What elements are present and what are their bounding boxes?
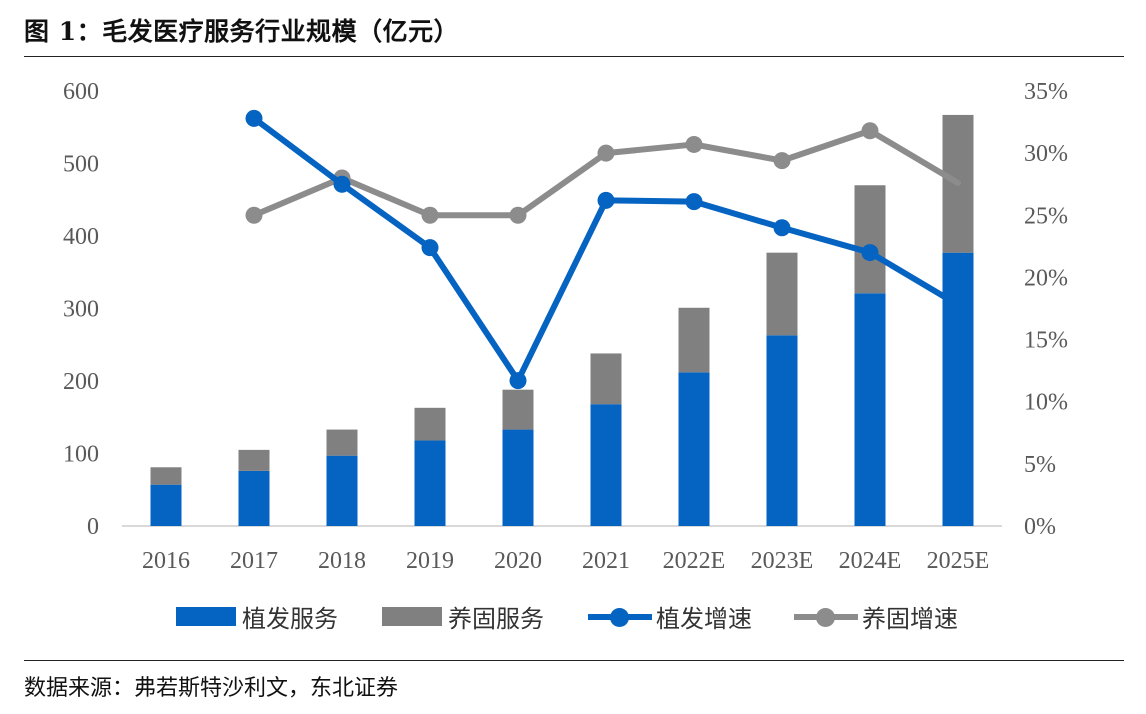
bar-implant-service (150, 484, 182, 526)
legend-swatch-implant-service (176, 606, 236, 626)
x-tick-label: 2016 (142, 548, 190, 574)
y-left-tick-label: 300 (63, 297, 99, 323)
care-growth-point (597, 144, 615, 162)
legend-swatch-implant-growth (588, 607, 652, 627)
y-left-tick-label: 100 (63, 442, 99, 468)
x-tick-label: 2022E (663, 548, 726, 574)
x-tick-label: 2025E (927, 548, 990, 574)
figure-title: 图 1：毛发医疗服务行业规模（亿元） (24, 17, 460, 46)
bar-care-service (326, 429, 358, 456)
implant-growth-point (685, 193, 703, 211)
bar-implant-service (942, 252, 974, 527)
source-note: 数据来源：弗若斯特沙利文，东北证券 (24, 676, 399, 701)
bar-implant-service (766, 335, 798, 526)
legend-item-implant-growth[interactable]: 植发增速 (588, 596, 752, 636)
x-tick-label: 2019 (406, 548, 454, 574)
y-left-tick-label: 500 (63, 152, 99, 178)
title-rule (24, 56, 1124, 57)
bar-care-service (414, 407, 446, 441)
y-right-tick-label: 35% (1024, 79, 1068, 105)
implant-growth-point (245, 109, 263, 127)
legend-item-implant-service[interactable]: 植发服务 (176, 596, 338, 636)
y-left-tick-label: 400 (63, 224, 99, 250)
bar-care-service (854, 185, 886, 294)
y-right-tick-label: 15% (1024, 328, 1068, 354)
legend-item-care-growth[interactable]: 养固增速 (794, 596, 958, 636)
implant-growth-point (509, 372, 527, 390)
legend-label-care-service: 养固服务 (448, 604, 544, 633)
bar-care-service (678, 307, 710, 373)
x-tick-label: 2018 (318, 548, 366, 574)
legend-label-implant-growth: 植发增速 (656, 604, 752, 633)
care-growth-point (685, 135, 703, 153)
y-left-tick-label: 0 (87, 514, 99, 540)
care-growth-point (421, 206, 439, 224)
y-left-tick-label: 600 (63, 79, 99, 105)
bar-implant-service (238, 470, 270, 526)
y-right-tick-label: 20% (1024, 265, 1068, 291)
source-rule (24, 660, 1124, 661)
care-growth-point (861, 122, 879, 140)
y-right-tick-label: 25% (1024, 203, 1068, 229)
bar-implant-service (502, 429, 534, 526)
implant-growth-point (421, 239, 439, 257)
bar-implant-service (678, 372, 710, 526)
care-growth-point (773, 152, 791, 170)
x-tick-label: 2021 (582, 548, 630, 574)
bar-care-service (590, 353, 622, 405)
legend-swatch-care-growth (794, 607, 858, 627)
bar-implant-service (854, 293, 886, 526)
bar-implant-service (590, 404, 622, 526)
bar-care-service (766, 252, 798, 336)
legend-item-care-service[interactable]: 养固服务 (382, 596, 544, 636)
bar-care-service (502, 389, 534, 430)
implant-growth-point (861, 244, 879, 262)
y-right-tick-label: 10% (1024, 390, 1068, 416)
y-right-tick-label: 5% (1024, 452, 1056, 478)
x-tick-label: 2023E (751, 548, 814, 574)
bar-implant-service (326, 455, 358, 526)
x-tick-label: 2020 (494, 548, 542, 574)
bar-care-service (150, 467, 182, 485)
legend-label-care-growth: 养固增速 (862, 604, 958, 633)
care-growth-point (509, 206, 527, 224)
legend: 植发服务 养固服务 植发增速 养固增速 (0, 596, 1146, 636)
legend-swatch-care-service (382, 606, 442, 626)
bar-care-service (238, 449, 270, 471)
y-right-tick-label: 0% (1024, 514, 1056, 540)
y-left-tick-label: 200 (63, 369, 99, 395)
y-right-tick-label: 30% (1024, 141, 1068, 167)
bar-implant-service (414, 440, 446, 526)
legend-label-implant-service: 植发服务 (242, 604, 338, 633)
x-tick-label: 2024E (839, 548, 902, 574)
x-tick-label: 2017 (230, 548, 278, 574)
chart: 0 100 200 300 400 500 600 0% 5% 10% 15% 20% 25% 30% 35… (63, 79, 1068, 574)
implant-growth-point (333, 175, 351, 193)
care-growth-point (245, 206, 263, 224)
implant-growth-point (597, 191, 615, 209)
implant-growth-point (773, 219, 791, 237)
